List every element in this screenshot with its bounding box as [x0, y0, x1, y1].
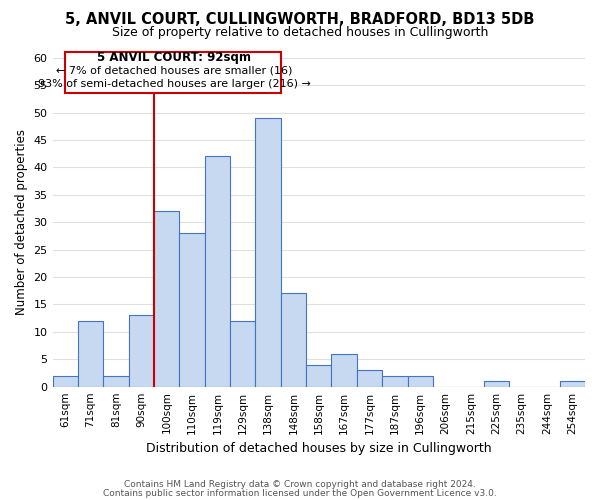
Bar [179, 233, 205, 386]
Bar [154, 211, 179, 386]
Text: ← 7% of detached houses are smaller (16): ← 7% of detached houses are smaller (16) [56, 66, 292, 76]
Bar [382, 376, 407, 386]
Text: 5 ANVIL COURT: 92sqm: 5 ANVIL COURT: 92sqm [97, 51, 251, 64]
Bar [306, 364, 331, 386]
Text: Contains HM Land Registry data © Crown copyright and database right 2024.: Contains HM Land Registry data © Crown c… [124, 480, 476, 489]
X-axis label: Distribution of detached houses by size in Cullingworth: Distribution of detached houses by size … [146, 442, 491, 455]
Bar [560, 381, 585, 386]
Bar [103, 376, 128, 386]
Text: Contains public sector information licensed under the Open Government Licence v3: Contains public sector information licen… [103, 488, 497, 498]
Bar [53, 376, 78, 386]
Text: Size of property relative to detached houses in Cullingworth: Size of property relative to detached ho… [112, 26, 488, 39]
Bar [281, 294, 306, 386]
Bar [78, 321, 103, 386]
Bar [484, 381, 509, 386]
Bar [331, 354, 357, 386]
Y-axis label: Number of detached properties: Number of detached properties [15, 129, 28, 315]
Bar [205, 156, 230, 386]
Bar [407, 376, 433, 386]
Bar [230, 321, 256, 386]
Text: 5, ANVIL COURT, CULLINGWORTH, BRADFORD, BD13 5DB: 5, ANVIL COURT, CULLINGWORTH, BRADFORD, … [65, 12, 535, 28]
Bar [357, 370, 382, 386]
Bar [128, 316, 154, 386]
Bar [256, 118, 281, 386]
Text: 93% of semi-detached houses are larger (216) →: 93% of semi-detached houses are larger (… [38, 78, 311, 88]
FancyBboxPatch shape [65, 52, 281, 94]
